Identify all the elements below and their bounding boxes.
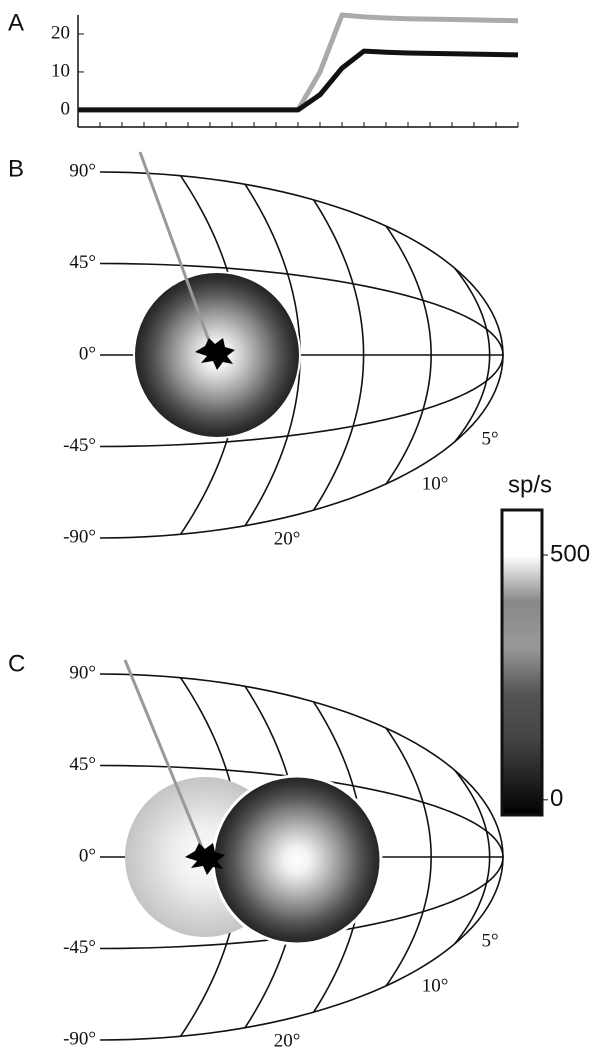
latitude-label: 45°: [69, 754, 96, 775]
colorbar-tick-label: 0: [550, 785, 563, 812]
latitude-label: 90°: [69, 160, 96, 181]
series-line: [78, 15, 518, 110]
latitude-label: -90°: [63, 1028, 96, 1049]
panel-label: C: [8, 650, 25, 677]
panel-label: B: [8, 155, 24, 182]
y-tick-label: 20: [51, 22, 70, 43]
eccentricity-label: 5°: [481, 930, 498, 951]
eccentricity-label: 10°: [422, 473, 449, 494]
panel-label: A: [8, 9, 24, 36]
latitude-label: 0°: [79, 343, 96, 364]
latitude-label: -45°: [63, 435, 96, 456]
eccentricity-label: 10°: [422, 975, 449, 996]
latitude-label: 45°: [69, 252, 96, 273]
figure: A B C sp/s 0 10 20 90° 45° 0° -45° -90° 5° 10° 20°…: [0, 0, 606, 1054]
series-line: [78, 51, 518, 110]
page: {"panel_labels": ["A", "B", "C"], "chart…: [0, 0, 606, 1059]
eccentricity-label: 20°: [274, 1030, 301, 1051]
colorbar: [502, 510, 542, 815]
latitude-label: 0°: [79, 845, 96, 866]
latitude-label: -45°: [63, 937, 96, 958]
y-tick-label: 10: [51, 60, 70, 81]
latitude-label: 90°: [69, 662, 96, 683]
latitude-label: -90°: [63, 526, 96, 547]
y-tick-label: 0: [61, 98, 71, 119]
eccentricity-label: 20°: [274, 528, 301, 549]
colorbar-tick-label: 500: [550, 540, 590, 567]
receptive-field: [213, 776, 381, 944]
colorbar-title: sp/s: [508, 471, 552, 498]
eccentricity-label: 5°: [481, 428, 498, 449]
